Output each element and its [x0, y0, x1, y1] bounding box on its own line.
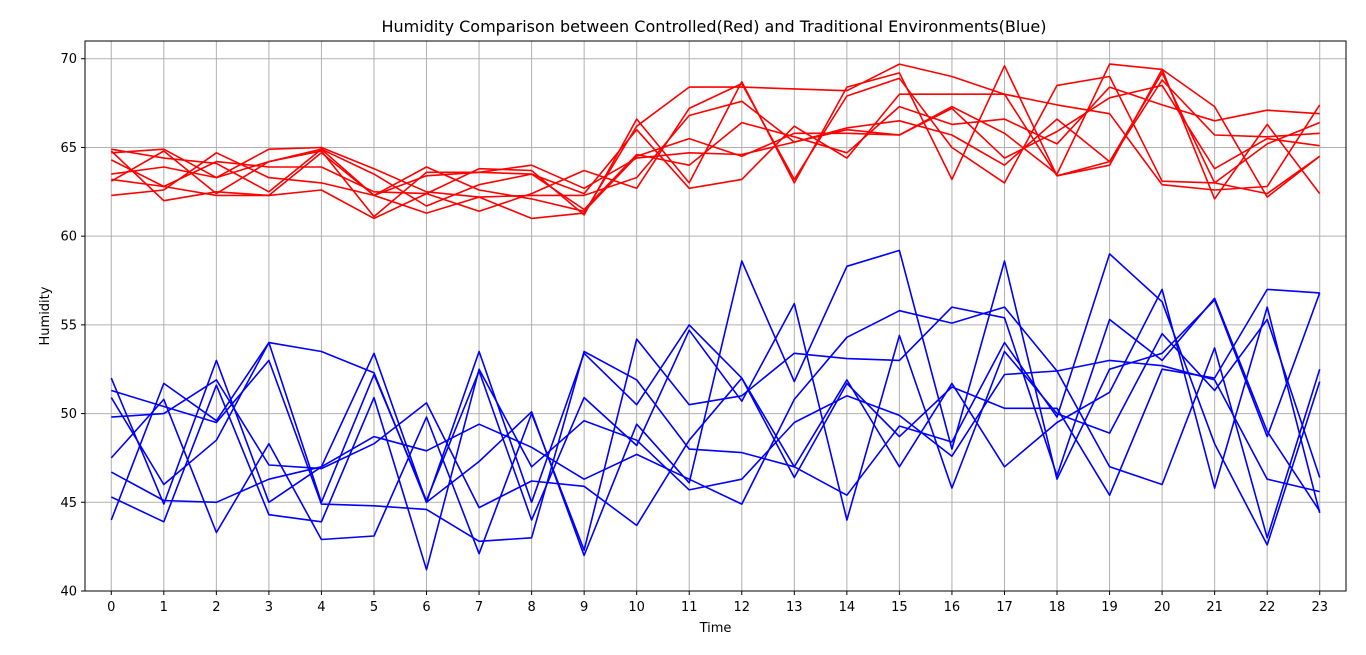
controlled-series-line: [111, 63, 1321, 220]
controlled-series-line: [110, 65, 1321, 220]
series-group: [110, 63, 1321, 571]
y-tick-label: 70: [60, 52, 77, 67]
traditional-series-line: [111, 288, 1320, 527]
x-tick-label: 20: [1154, 600, 1171, 615]
x-axis-label: Time: [699, 621, 732, 636]
x-tick-label: 23: [1311, 600, 1328, 615]
controlled-series-line: [111, 63, 1321, 213]
controlled-series-line: [111, 86, 1320, 211]
plot-area-frame: [84, 40, 1347, 592]
x-tick-label: 16: [944, 600, 961, 615]
controlled-series-line: [110, 75, 1321, 213]
x-tick-label: 1: [160, 600, 168, 615]
traditional-series-line: [110, 288, 1321, 514]
y-tick-label: 60: [60, 230, 77, 245]
x-tick-label: 6: [422, 600, 430, 615]
y-tick-label: 55: [60, 318, 77, 333]
traditional-series-line: [111, 253, 1321, 546]
controlled-series-line: [111, 84, 1320, 198]
traditional-series-line: [110, 347, 1321, 571]
x-tick-label: 22: [1259, 600, 1276, 615]
x-tick-label: 3: [265, 600, 273, 615]
x-tick-label: 4: [317, 600, 325, 615]
x-tick-label: 8: [527, 600, 535, 615]
x-tick-label: 7: [475, 600, 483, 615]
x-tick-label: 2: [212, 600, 220, 615]
x-tick-label: 21: [1206, 600, 1223, 615]
x-axis: 0 1 2 3 4 5 6 7 8 9 10 11 12 13 14 15 16 17 18 19 20 21 22 23: [107, 591, 1328, 615]
x-tick-label: 13: [786, 600, 803, 615]
traditional-series-line: [110, 302, 1321, 521]
y-tick-label: 50: [60, 407, 77, 422]
x-tick-label: 19: [1101, 600, 1118, 615]
x-tick-label: 17: [996, 600, 1013, 615]
y-tick-label: 65: [60, 141, 77, 156]
x-tick-label: 15: [891, 600, 908, 615]
traditional-series-line: [110, 297, 1321, 555]
y-axis: 40 45 50 55 60 65 70: [60, 52, 85, 600]
x-tick-label: 18: [1049, 600, 1066, 615]
grid: [85, 41, 1346, 592]
traditional-series-line: [110, 306, 1320, 505]
y-tick-label: 40: [60, 585, 77, 600]
x-tick-label: 11: [681, 600, 698, 615]
chart-title: Humidity Comparison between Controlled(R…: [381, 17, 1046, 36]
x-tick-label: 5: [370, 600, 378, 615]
x-tick-label: 12: [733, 600, 750, 615]
y-tick-label: 45: [60, 496, 77, 511]
x-tick-label: 10: [628, 600, 645, 615]
traditional-series-line: [110, 249, 1321, 557]
y-axis-label: Humidity: [38, 286, 53, 345]
x-tick-label: 9: [580, 600, 588, 615]
controlled-series-line: [110, 79, 1320, 197]
controlled-series-line: [111, 93, 1321, 218]
x-tick-label: 0: [107, 600, 115, 615]
x-tick-label: 14: [839, 600, 856, 615]
